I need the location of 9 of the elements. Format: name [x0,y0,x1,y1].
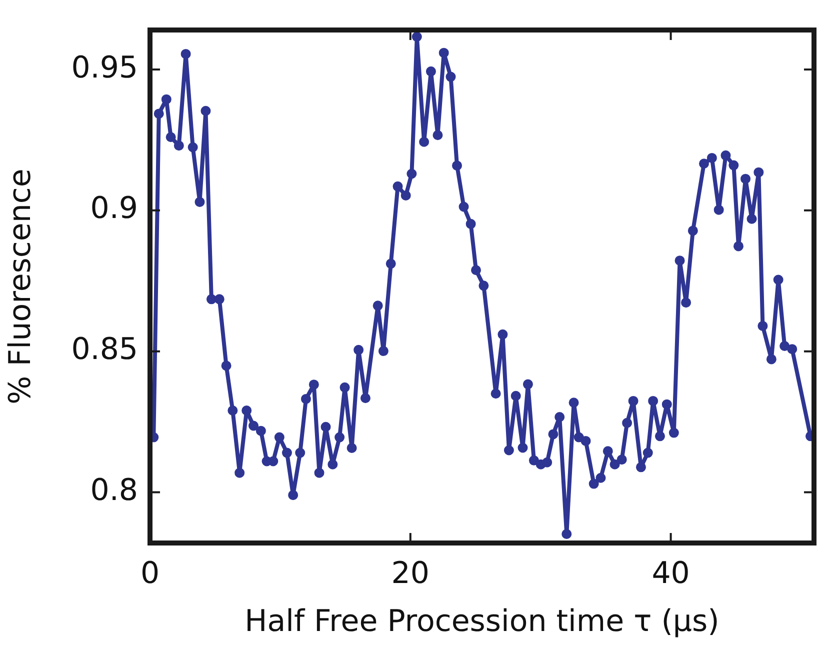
x-tick-label: 40 [652,556,690,591]
y-tick-label: 0.95 [71,50,138,86]
y-tick-label: 0.85 [71,332,138,368]
y-axis-title: % Fluorescence [2,168,38,404]
x-axis-title: Half Free Procession time τ (µs) [244,604,720,639]
x-tick-label: 0 [140,556,160,591]
y-tick-label: 0.9 [90,191,138,226]
x-tick-label: 20 [391,556,430,591]
y-tick-label: 0.8 [90,473,138,508]
